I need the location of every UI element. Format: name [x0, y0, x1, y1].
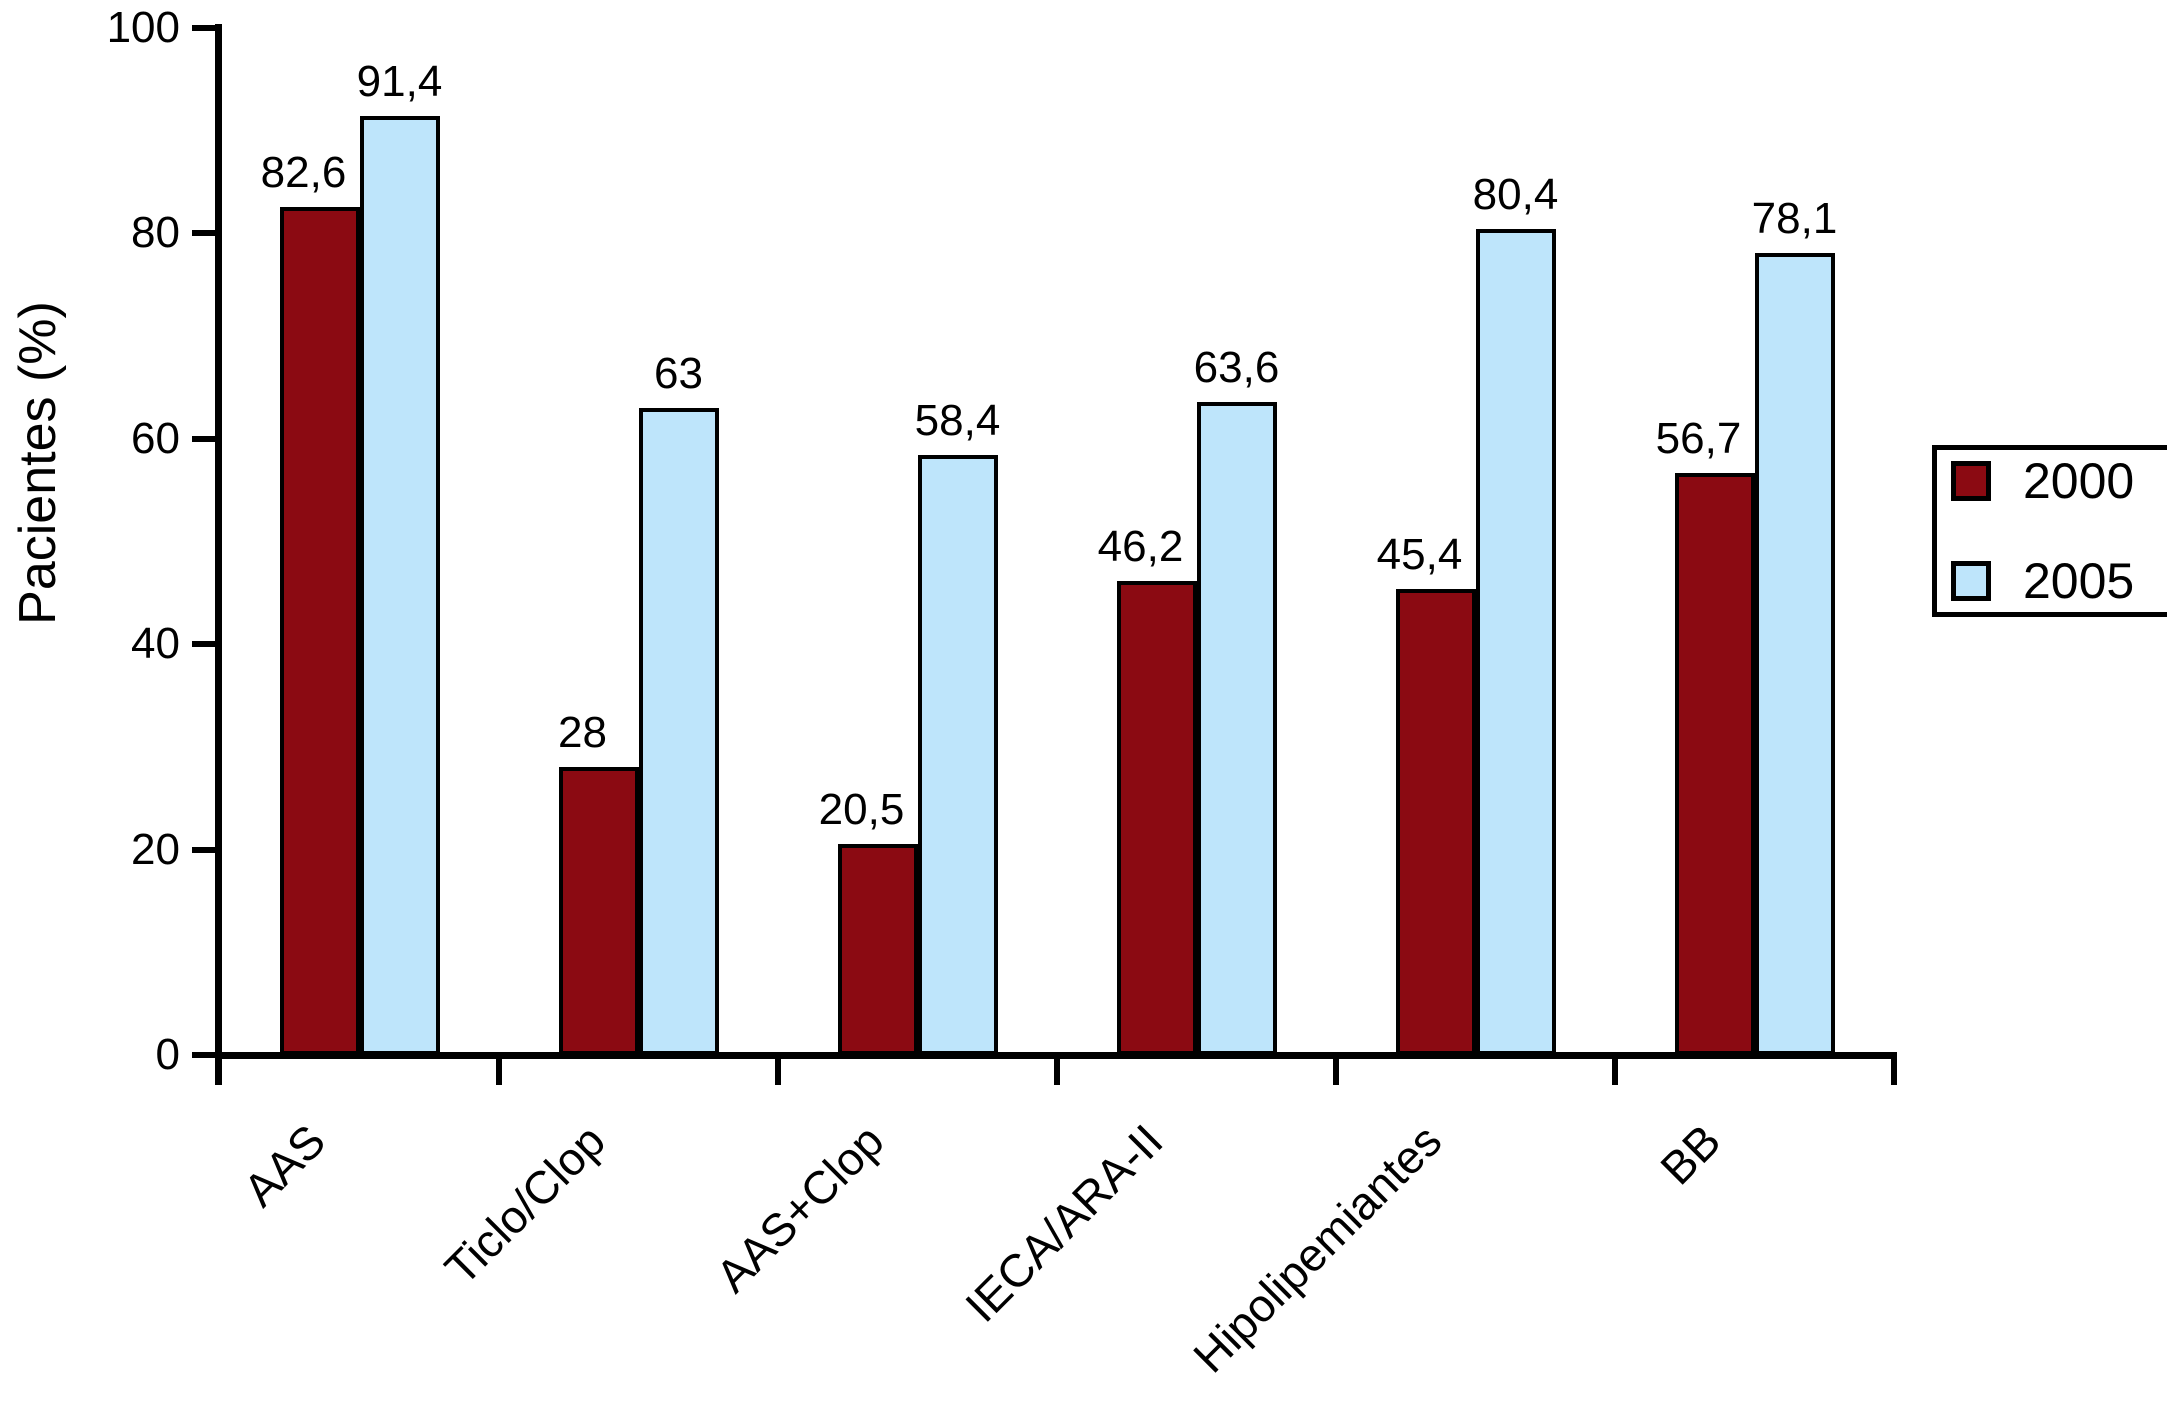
- bar-value-label: 28: [558, 708, 607, 758]
- bar-value-label: 82,6: [260, 147, 347, 197]
- bar-2005-AAS+Clop: [917, 455, 998, 1055]
- bar-value-label: 46,2: [1097, 521, 1184, 571]
- x-tick: [1891, 1055, 1897, 1085]
- bar-2005-Hipolipemiantes: [1475, 229, 1556, 1055]
- bar-2000-BB: [1674, 472, 1755, 1055]
- bar-2000-AAS: [279, 206, 360, 1055]
- y-tick: [192, 435, 220, 442]
- y-tick: [192, 230, 220, 237]
- bar-value-label: 20,5: [818, 785, 905, 835]
- y-tick-label: 40: [131, 619, 180, 669]
- bar-value-label: 63: [654, 348, 703, 398]
- x-category-label: IECA/ARA-II: [955, 1114, 1173, 1332]
- y-tick: [192, 641, 220, 648]
- bar-2000-IECA/ARA-II: [1116, 580, 1197, 1055]
- bar-2005-BB: [1754, 252, 1835, 1055]
- legend-label-2000: 2000: [2023, 453, 2135, 509]
- y-tick-label: 80: [131, 208, 180, 258]
- bar-2000-AAS+Clop: [837, 844, 918, 1055]
- bar-2000-Hipolipemiantes: [1395, 588, 1476, 1055]
- x-tick: [496, 1055, 502, 1085]
- x-category-label: Hipolipemiantes: [1183, 1114, 1452, 1383]
- bar-value-label: 91,4: [356, 57, 443, 107]
- x-tick: [1333, 1055, 1339, 1085]
- bar-2005-IECA/ARA-II: [1196, 401, 1277, 1055]
- y-tick: [192, 25, 220, 31]
- legend-label-2005: 2005: [2023, 553, 2135, 609]
- bar-value-label: 56,7: [1655, 413, 1742, 463]
- legend-swatch-2005: [1951, 561, 1991, 601]
- x-category-label: BB: [1650, 1114, 1731, 1195]
- legend-swatch-2000: [1951, 461, 1991, 501]
- bar-2000-Ticlo/Clop: [558, 767, 639, 1055]
- legend: 2000 2005: [1932, 445, 2167, 617]
- legend-item-2005: 2005: [1951, 556, 2167, 606]
- bar-value-label: 78,1: [1751, 193, 1838, 243]
- x-category-label: AAS: [233, 1114, 336, 1217]
- x-category-label: AAS+Clop: [705, 1114, 894, 1303]
- y-tick-label: 60: [131, 413, 180, 463]
- x-category-label: Ticlo/Clop: [434, 1114, 615, 1295]
- bar-2005-Ticlo/Clop: [638, 407, 719, 1055]
- x-tick: [1054, 1055, 1060, 1085]
- y-tick-label: 20: [131, 824, 180, 874]
- y-tick-label: 100: [106, 3, 180, 52]
- bar-2005-AAS: [359, 116, 440, 1055]
- bar-value-label: 58,4: [914, 396, 1001, 446]
- y-tick: [192, 846, 220, 853]
- bar-value-label: 45,4: [1376, 529, 1463, 579]
- legend-item-2000: 2000: [1951, 456, 2167, 506]
- bar-value-label: 63,6: [1193, 342, 1280, 392]
- y-tick: [192, 1052, 220, 1058]
- y-axis-line: [215, 24, 222, 1085]
- x-tick: [775, 1055, 781, 1085]
- x-tick: [1612, 1055, 1618, 1085]
- y-tick-label: 0: [155, 1030, 180, 1079]
- bar-value-label: 80,4: [1472, 170, 1559, 220]
